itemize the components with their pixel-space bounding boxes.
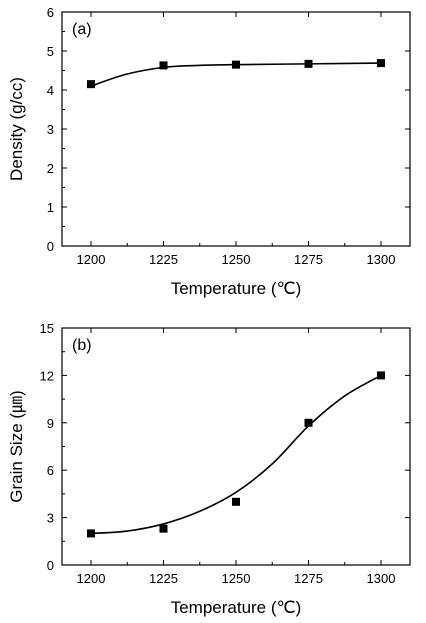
x-tick-label: 1200 [77, 252, 106, 267]
x-tick-label: 1300 [367, 252, 396, 267]
data-point [159, 524, 168, 533]
y-tick-label: 2 [47, 161, 54, 176]
data-point [304, 59, 313, 68]
x-tick-label: 1225 [149, 571, 178, 586]
x-axis-title: Temperature (℃) [171, 598, 302, 617]
y-tick-label: 9 [47, 416, 54, 431]
y-tick-label: 3 [47, 122, 54, 137]
data-point [159, 61, 168, 70]
data-point [304, 418, 313, 427]
plot-frame [61, 11, 411, 247]
y-tick-label: 15 [40, 321, 54, 336]
fit-curve [90, 374, 382, 535]
plot-frame [61, 327, 411, 566]
y-tick-label: 12 [40, 368, 54, 383]
x-tick-label: 1250 [222, 252, 251, 267]
x-tick-label: 1225 [149, 252, 178, 267]
data-point [377, 371, 385, 380]
y-axis-title: Density (g/cc) [7, 77, 26, 181]
data-point [87, 529, 95, 538]
y-tick-label: 3 [47, 511, 54, 526]
y-tick-label: 0 [47, 558, 54, 573]
y-tick-label: 6 [47, 463, 54, 478]
x-tick-label: 1250 [222, 571, 251, 586]
x-axis-title: Temperature (℃) [171, 279, 302, 298]
panel-label: (a) [72, 21, 92, 38]
y-tick-label: 0 [47, 239, 54, 254]
data-point [232, 60, 240, 69]
y-tick-label: 6 [47, 5, 54, 20]
y-tick-label: 1 [47, 200, 54, 215]
x-tick-label: 1300 [367, 571, 396, 586]
data-point [87, 80, 95, 89]
y-tick-label: 4 [47, 83, 54, 98]
x-tick-label: 1275 [294, 252, 323, 267]
panel-label: (b) [72, 337, 92, 354]
x-tick-label: 1200 [77, 571, 106, 586]
y-tick-label: 5 [47, 44, 54, 59]
x-tick-label: 1275 [294, 571, 323, 586]
data-point [232, 497, 240, 506]
data-point [377, 59, 385, 68]
y-axis-title: Grain Size (㎛) [7, 390, 27, 502]
